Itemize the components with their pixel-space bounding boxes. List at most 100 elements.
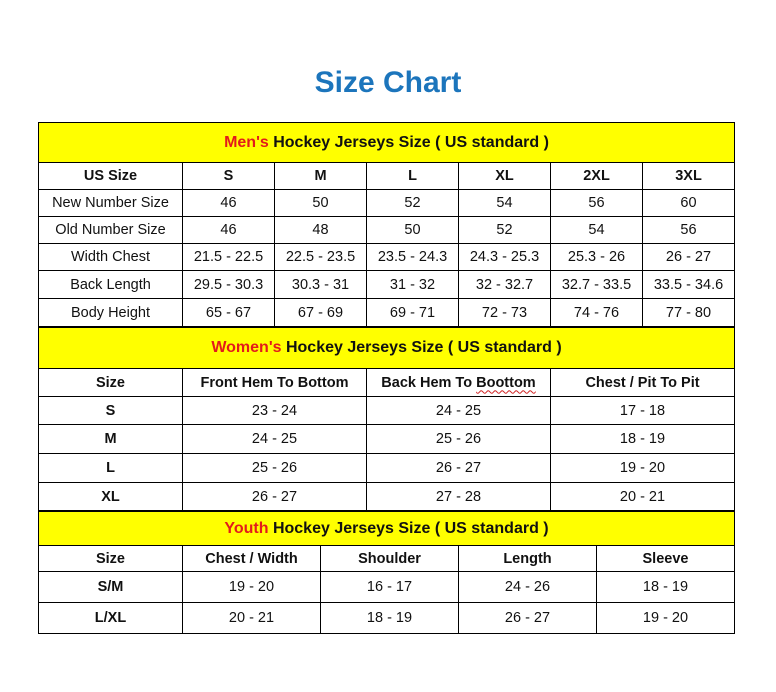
youth-label-rest: Hockey Jerseys Size ( US standard ) bbox=[268, 519, 549, 537]
womens-section-title: Women's Hockey Jerseys Size ( US standar… bbox=[38, 327, 735, 369]
table-cell: 48 bbox=[274, 216, 367, 244]
table-cell: 67 - 69 bbox=[274, 298, 367, 327]
womens-label-rest: Hockey Jerseys Size ( US standard ) bbox=[281, 339, 562, 356]
table-row: Back Length 29.5 - 30.3 30.3 - 31 31 - 32 32… bbox=[38, 270, 735, 299]
table-row: Width Chest 21.5 - 22.5 22.5 - 23.5 23.5 - … bbox=[38, 243, 735, 271]
row-label: XL bbox=[38, 482, 183, 511]
table-cell: 19 - 20 bbox=[596, 602, 735, 634]
column-header-text: 3XL bbox=[675, 168, 702, 184]
table-cell: 52 bbox=[458, 216, 551, 244]
column-header-text: Sleeve bbox=[642, 550, 689, 567]
table-row: L 25 - 26 26 - 27 19 - 20 bbox=[38, 453, 735, 483]
table-cell: 52 bbox=[366, 189, 459, 217]
table-row: M 24 - 25 25 - 26 18 - 19 bbox=[38, 424, 735, 454]
column-header: L bbox=[366, 162, 459, 190]
table-cell: 56 bbox=[550, 189, 643, 217]
womens-label-highlight: Women's bbox=[211, 339, 282, 356]
table-cell: 25.3 - 26 bbox=[550, 243, 643, 271]
column-header-text: 2XL bbox=[583, 168, 610, 184]
column-header-text: Front Hem To Bottom bbox=[200, 374, 349, 391]
table-cell: 29.5 - 30.3 bbox=[182, 270, 275, 299]
table-row: New Number Size 46 50 52 54 56 60 bbox=[38, 189, 735, 217]
table-cell: 25 - 26 bbox=[182, 453, 367, 483]
table-cell: 20 - 21 bbox=[550, 482, 735, 511]
column-header: Shoulder bbox=[320, 545, 459, 572]
column-header: Sleeve bbox=[596, 545, 735, 572]
column-header: S bbox=[182, 162, 275, 190]
table-cell: 18 - 19 bbox=[320, 602, 459, 634]
row-label: S/M bbox=[38, 571, 183, 603]
row-label: New Number Size bbox=[38, 189, 183, 217]
table-cell: 26 - 27 bbox=[366, 453, 551, 483]
column-header-text: Size bbox=[95, 550, 125, 567]
table-cell: 22.5 - 23.5 bbox=[274, 243, 367, 271]
table-cell: 46 bbox=[182, 216, 275, 244]
youth-label-highlight: Youth bbox=[224, 519, 269, 537]
table-cell: 24 - 25 bbox=[366, 396, 551, 425]
table-row: Body Height 65 - 67 67 - 69 69 - 71 72 - 73 7… bbox=[38, 298, 735, 327]
column-header-text: Chest / Pit To Pit bbox=[585, 374, 700, 391]
table-cell: 72 - 73 bbox=[458, 298, 551, 327]
table-cell: 31 - 32 bbox=[366, 270, 459, 299]
table-cell: 25 - 26 bbox=[366, 424, 551, 454]
table-cell: 18 - 19 bbox=[596, 571, 735, 603]
mens-header-row: US Size S M L XL 2XL 3XL bbox=[38, 162, 735, 190]
column-header-text: Chest / Width bbox=[205, 550, 298, 567]
page-title: Size Chart bbox=[314, 66, 462, 99]
mens-label-rest: Hockey Jerseys Size ( US standard ) bbox=[268, 133, 549, 151]
table-cell: 30.3 - 31 bbox=[274, 270, 367, 299]
youth-section-title: Youth Hockey Jerseys Size ( US standard … bbox=[38, 511, 735, 546]
table-cell: 21.5 - 22.5 bbox=[182, 243, 275, 271]
table-cell: 24 - 26 bbox=[458, 571, 597, 603]
column-header: Size bbox=[38, 545, 183, 572]
table-cell: 32.7 - 33.5 bbox=[550, 270, 643, 299]
table-cell: 26 - 27 bbox=[182, 482, 367, 511]
row-label: Back Length bbox=[38, 270, 183, 299]
row-label: Width Chest bbox=[38, 243, 183, 271]
table-cell: 20 - 21 bbox=[182, 602, 321, 634]
mens-section-title: Men's Hockey Jerseys Size ( US standard … bbox=[38, 122, 735, 163]
table-row: L/XL 20 - 21 18 - 19 26 - 27 19 - 20 bbox=[38, 602, 735, 634]
mens-label-highlight: Men's bbox=[224, 133, 269, 151]
column-header: Size bbox=[38, 368, 183, 397]
table-cell: 32 - 32.7 bbox=[458, 270, 551, 299]
table-cell: 74 - 76 bbox=[550, 298, 643, 327]
row-label: Old Number Size bbox=[38, 216, 183, 244]
column-header: Length bbox=[458, 545, 597, 572]
column-header: Front Hem To Bottom bbox=[182, 368, 367, 397]
table-cell: 46 bbox=[182, 189, 275, 217]
table-row: Old Number Size 46 48 50 52 54 56 bbox=[38, 216, 735, 244]
table-cell: 54 bbox=[550, 216, 643, 244]
column-header-text: L bbox=[408, 168, 417, 184]
youth-header-row: Size Chest / Width Shoulder Length Sleeve bbox=[38, 545, 735, 572]
table-cell: 23.5 - 24.3 bbox=[366, 243, 459, 271]
table-cell: 19 - 20 bbox=[182, 571, 321, 603]
column-header: Back Hem To Boottom bbox=[366, 368, 551, 397]
column-header-text: Size bbox=[95, 374, 125, 391]
row-label: L/XL bbox=[38, 602, 183, 634]
table-cell: 27 - 28 bbox=[366, 482, 551, 511]
column-header-text: US Size bbox=[83, 168, 138, 184]
table-cell: 24.3 - 25.3 bbox=[458, 243, 551, 271]
table-cell: 17 - 18 bbox=[550, 396, 735, 425]
table-cell: 26 - 27 bbox=[642, 243, 735, 271]
womens-header-row: Size Front Hem To Bottom Back Hem To Boott… bbox=[38, 368, 735, 397]
table-cell: 60 bbox=[642, 189, 735, 217]
table-cell: 23 - 24 bbox=[182, 396, 367, 425]
table-cell: 77 - 80 bbox=[642, 298, 735, 327]
table-cell: 69 - 71 bbox=[366, 298, 459, 327]
table-cell: 50 bbox=[274, 189, 367, 217]
table-cell: 19 - 20 bbox=[550, 453, 735, 483]
column-header-text: S bbox=[223, 168, 234, 184]
column-header-text: XL bbox=[495, 168, 514, 184]
table-row: XL 26 - 27 27 - 28 20 - 21 bbox=[38, 482, 735, 511]
mens-table: Men's Hockey Jerseys Size ( US standard … bbox=[38, 122, 735, 327]
misspelled-word: Boottom bbox=[476, 374, 536, 391]
table-cell: 54 bbox=[458, 189, 551, 217]
table-cell: 26 - 27 bbox=[458, 602, 597, 634]
column-header: Chest / Width bbox=[182, 545, 321, 572]
table-cell: 50 bbox=[366, 216, 459, 244]
table-row: S/M 19 - 20 16 - 17 24 - 26 18 - 19 bbox=[38, 571, 735, 603]
column-header: M bbox=[274, 162, 367, 190]
column-header-text: Shoulder bbox=[358, 550, 421, 567]
